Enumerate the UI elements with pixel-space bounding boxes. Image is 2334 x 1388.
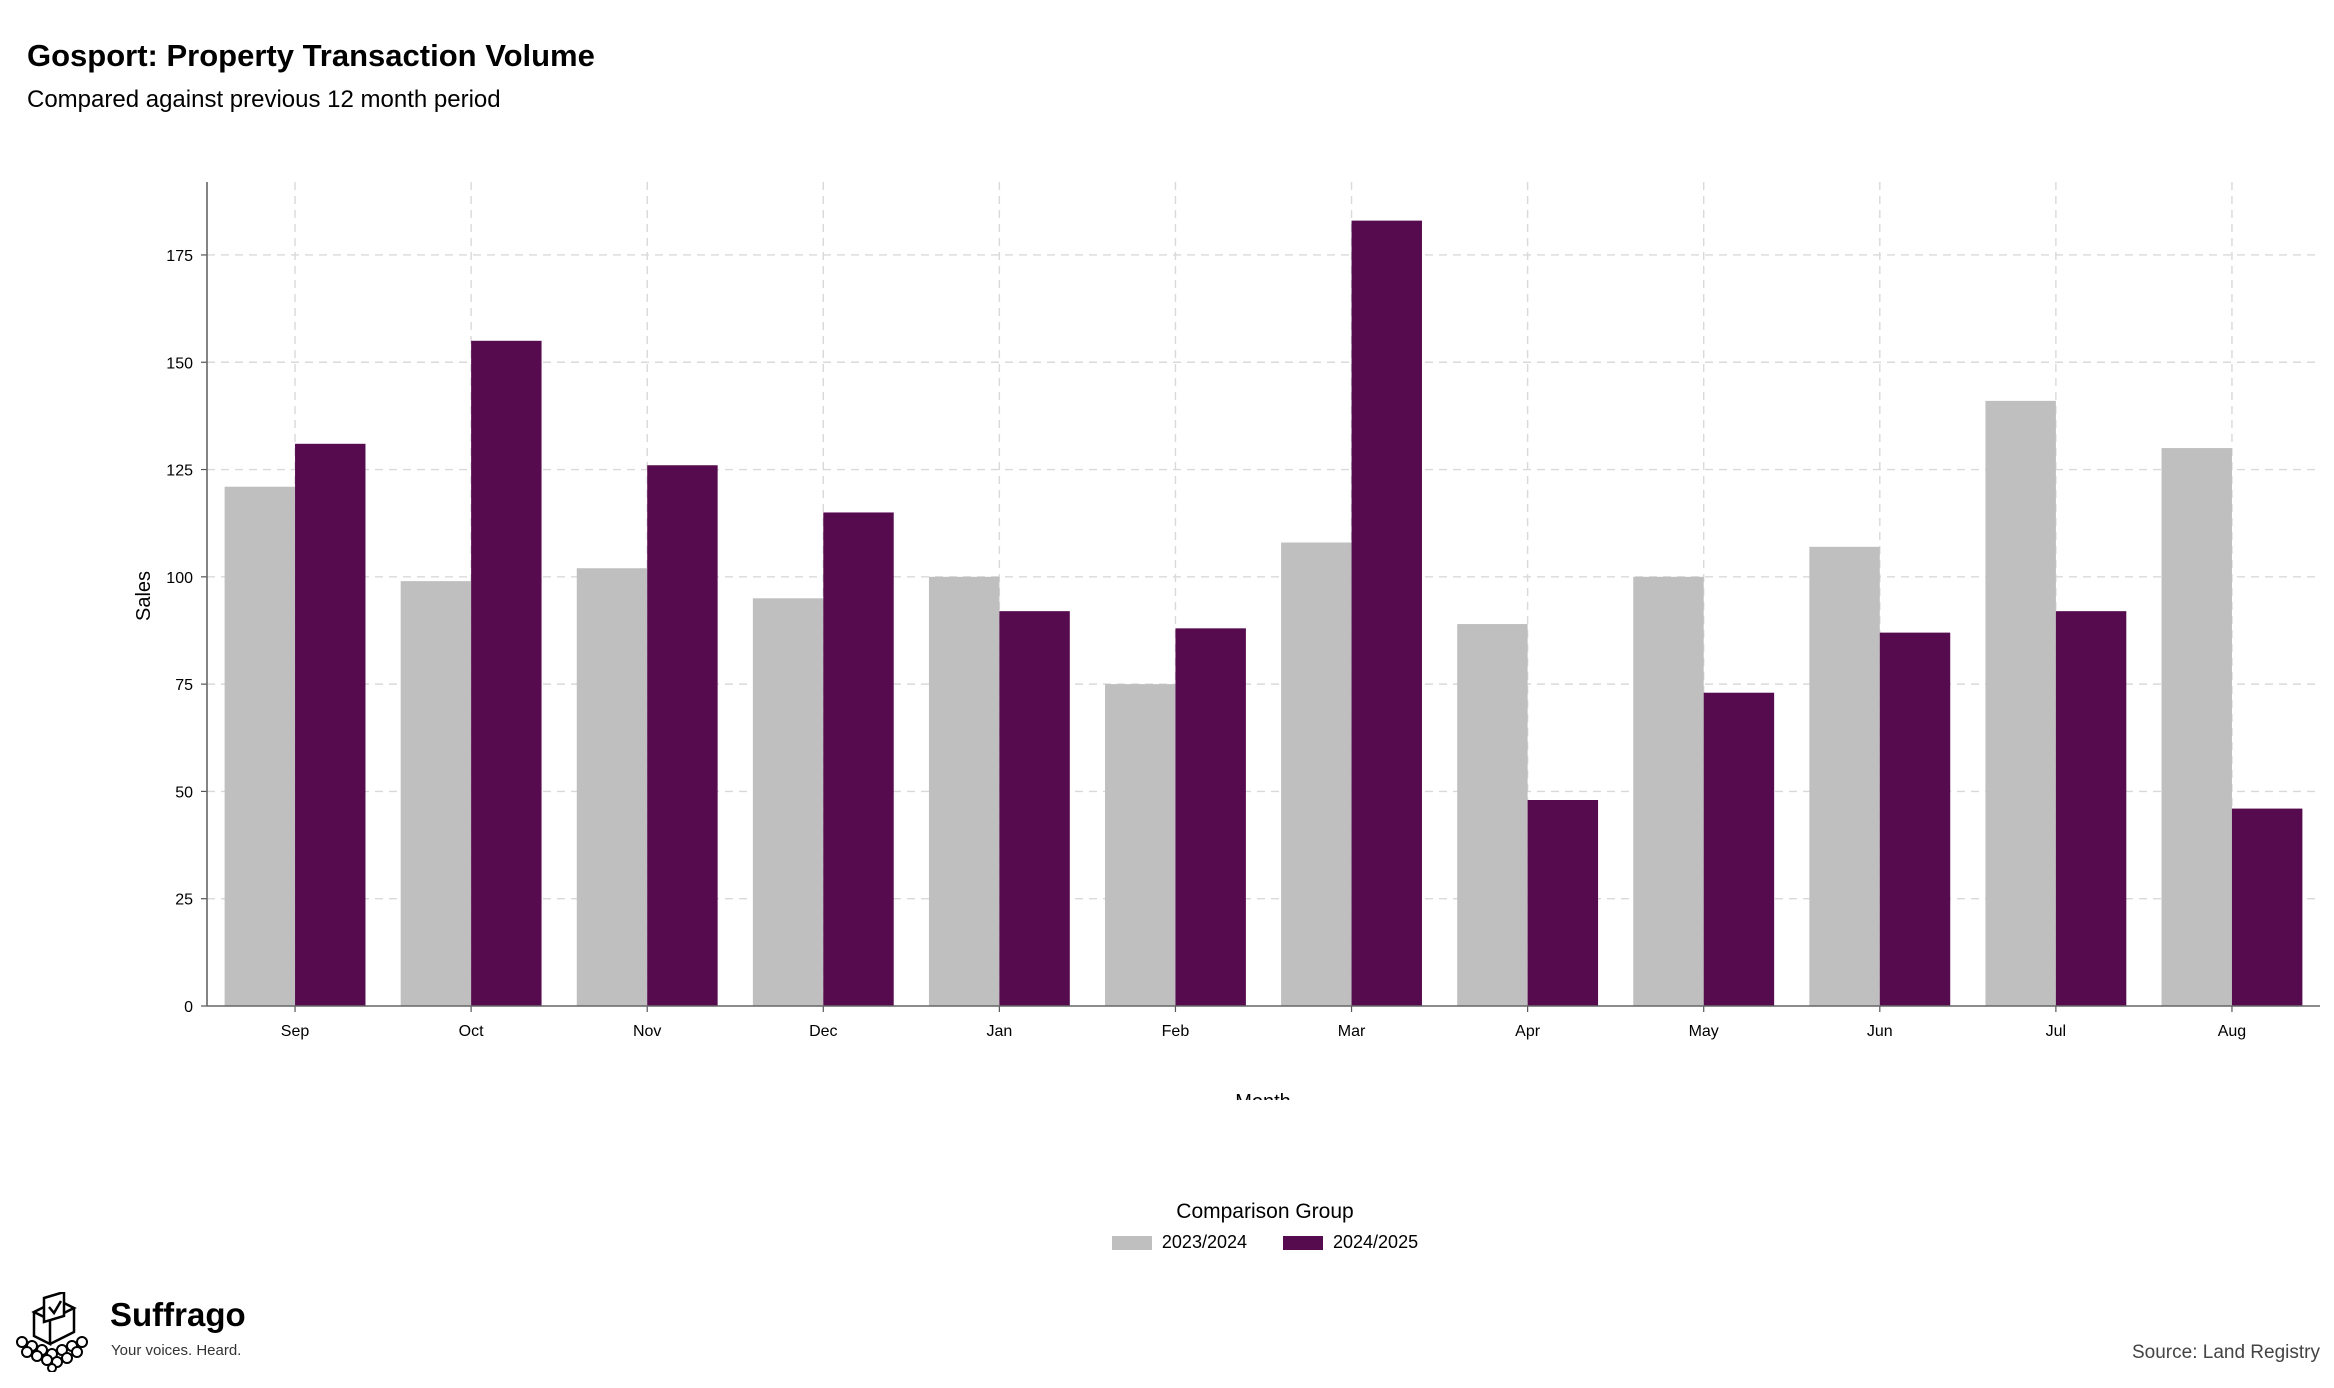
bar-2024-2025-dec bbox=[823, 512, 894, 1006]
bar-2024-2025-nov bbox=[647, 465, 718, 1006]
chart-title: Gosport: Property Transaction Volume bbox=[27, 38, 595, 73]
y-tick-label: 125 bbox=[166, 463, 193, 480]
bar-2023-2024-mar bbox=[1281, 542, 1352, 1006]
y-axis-title: Sales bbox=[133, 571, 155, 621]
y-tick-label: 100 bbox=[166, 570, 193, 587]
legend-swatch-2024-2025 bbox=[1283, 1235, 1323, 1250]
y-tick-label: 75 bbox=[175, 677, 193, 694]
bar-2024-2025-apr bbox=[1527, 800, 1599, 1006]
source-note: Source: Land Registry bbox=[2132, 1342, 2320, 1363]
x-tick-label: Jan bbox=[986, 1023, 1012, 1040]
legend-label-2023-2024: 2023/2024 bbox=[1161, 1232, 1247, 1252]
y-tick-label: 50 bbox=[175, 784, 193, 801]
tick-labels: 0 25 50 75 100 125 150 175 Sep Oct Nov Dec Jan Feb Mar… bbox=[166, 248, 2246, 1040]
x-axis-title: Month bbox=[1235, 1091, 1291, 1100]
bar-chart: 0 25 50 75 100 125 150 175 Sep Oct Nov Dec Jan Feb Mar… bbox=[133, 182, 2320, 1100]
x-tick-label: Sep bbox=[281, 1023, 310, 1040]
legend-item-2024-2025: 2024/2025 bbox=[1283, 1232, 1418, 1253]
x-tick-label: Aug bbox=[2218, 1023, 2246, 1040]
bars bbox=[224, 220, 2303, 1007]
legend: Comparison Group 2023/2024 2024/2025 bbox=[1090, 1200, 1440, 1253]
logo-name: Suffrago bbox=[110, 1296, 246, 1333]
bar-2023-2024-feb bbox=[1105, 684, 1176, 1006]
bar-2024-2025-jun bbox=[1879, 632, 1951, 1006]
x-tick-label: Jun bbox=[1867, 1023, 1893, 1040]
bar-2024-2025-feb bbox=[1175, 628, 1246, 1006]
bar-2023-2024-jan bbox=[928, 576, 1000, 1006]
x-tick-label: Oct bbox=[459, 1023, 484, 1040]
ballot-box-icon bbox=[16, 1292, 88, 1372]
legend-items: 2023/2024 2024/2025 bbox=[1090, 1232, 1440, 1253]
bar-2023-2024-dec bbox=[752, 598, 824, 1006]
x-tick-label: Jul bbox=[2046, 1023, 2066, 1040]
bar-2024-2025-aug bbox=[2231, 808, 2303, 1006]
legend-title: Comparison Group bbox=[1176, 1200, 1354, 1223]
chart-subtitle: Compared against previous 12 month perio… bbox=[27, 86, 501, 113]
x-tick-label: Dec bbox=[809, 1023, 837, 1040]
bar-2023-2024-jul bbox=[1985, 400, 2056, 1006]
x-tick-label: May bbox=[1689, 1023, 1719, 1040]
logo-tagline: Your voices. Heard. bbox=[111, 1342, 242, 1359]
bar-2023-2024-sep bbox=[224, 486, 296, 1006]
bar-2023-2024-aug bbox=[2161, 448, 2232, 1006]
y-tick-label: 175 bbox=[166, 248, 193, 265]
x-tick-label: Feb bbox=[1162, 1023, 1190, 1040]
legend-swatch-2023-2024 bbox=[1111, 1235, 1152, 1250]
bar-2023-2024-oct bbox=[400, 581, 472, 1006]
y-tick-label: 25 bbox=[175, 892, 193, 909]
x-tick-label: Apr bbox=[1515, 1023, 1541, 1040]
bar-2023-2024-jun bbox=[1809, 546, 1880, 1006]
bar-2024-2025-sep bbox=[295, 443, 366, 1007]
axes bbox=[201, 182, 2320, 1012]
y-tick-label: 0 bbox=[184, 999, 193, 1016]
x-tick-label: Mar bbox=[1338, 1023, 1366, 1040]
bar-2024-2025-may bbox=[1703, 692, 1775, 1006]
legend-label-2024-2025: 2024/2025 bbox=[1333, 1232, 1419, 1252]
y-tick-label: 150 bbox=[166, 355, 193, 372]
suffrago-logo: Suffrago Your voices. Heard. bbox=[14, 1292, 274, 1372]
bar-2024-2025-mar bbox=[1351, 220, 1422, 1006]
bar-2024-2025-oct bbox=[471, 340, 542, 1007]
legend-item-2023-2024: 2023/2024 bbox=[1111, 1232, 1247, 1253]
bar-2023-2024-may bbox=[1633, 576, 1704, 1006]
bar-2024-2025-jan bbox=[999, 611, 1070, 1006]
bar-2023-2024-apr bbox=[1457, 624, 1528, 1006]
bar-2023-2024-nov bbox=[576, 568, 648, 1006]
x-tick-label: Nov bbox=[633, 1023, 661, 1040]
bar-2024-2025-jul bbox=[2055, 611, 2127, 1006]
